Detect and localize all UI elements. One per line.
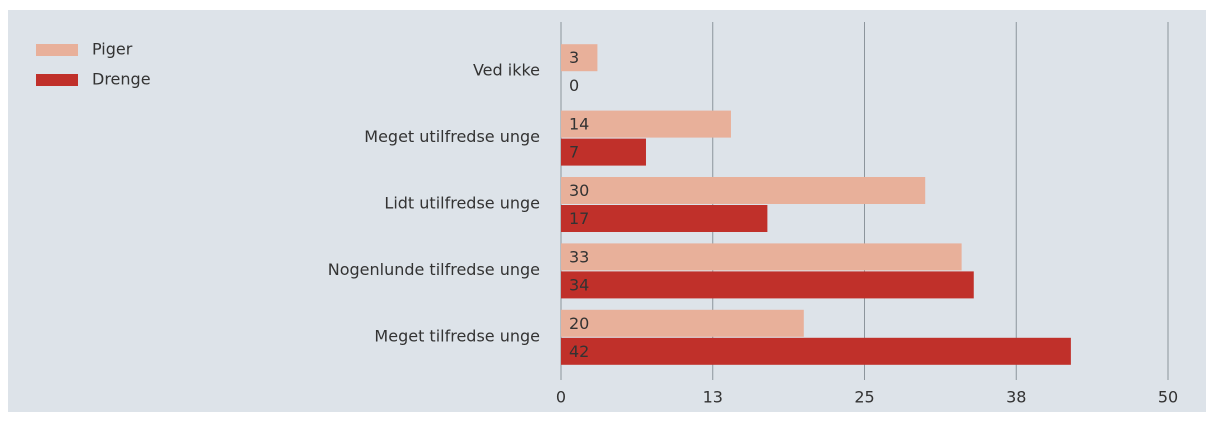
value-label: 3 [569, 48, 579, 67]
category-label: Nogenlunde tilfredse unge [328, 260, 540, 279]
value-label: 0 [569, 76, 579, 95]
category-label: Ved ikke [473, 61, 540, 80]
value-label: 33 [569, 247, 589, 266]
x-tick-label: 50 [1158, 388, 1178, 407]
x-tick-label: 25 [854, 388, 874, 407]
x-tick-label: 0 [556, 388, 566, 407]
bar [561, 110, 731, 138]
value-label: 14 [569, 115, 589, 134]
category-label: Meget utilfredse unge [364, 127, 540, 146]
value-label: 34 [569, 275, 589, 294]
bar [561, 44, 598, 72]
bar [561, 138, 646, 166]
legend-swatch [36, 44, 78, 56]
bar [561, 177, 926, 204]
value-label: 42 [569, 342, 589, 361]
x-tick-label: 13 [703, 388, 723, 407]
bar [561, 205, 768, 232]
value-label: 7 [569, 143, 579, 162]
legend-label: Piger [92, 40, 133, 59]
legend-label: Drenge [92, 70, 151, 89]
bar [561, 243, 962, 271]
value-label: 30 [569, 181, 589, 200]
bar [561, 337, 1071, 365]
legend-swatch [36, 74, 78, 86]
value-label: 20 [569, 314, 589, 333]
bar [561, 309, 804, 337]
x-tick-label: 38 [1006, 388, 1026, 407]
value-label: 17 [569, 209, 589, 228]
category-label: Lidt utilfredse unge [384, 194, 540, 213]
category-label: Meget tilfredse unge [374, 326, 540, 345]
bar [561, 271, 974, 299]
